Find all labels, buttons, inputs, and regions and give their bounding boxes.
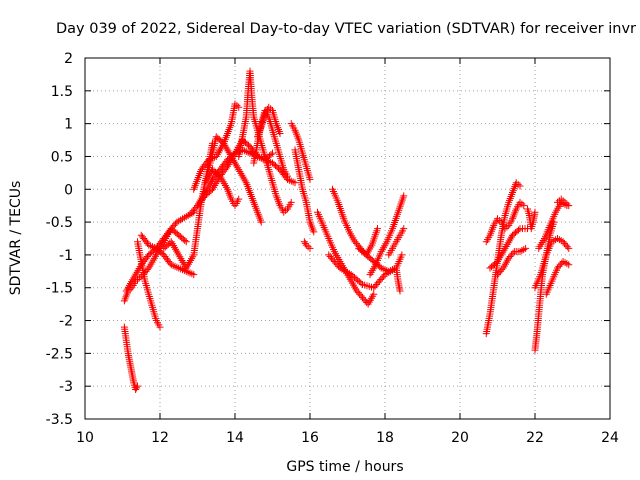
- y-tick-label: -1: [59, 248, 73, 264]
- data-point: [400, 225, 408, 233]
- y-axis-label: SDTVAR / TECUs: [8, 181, 24, 296]
- series-track-g: [190, 100, 243, 193]
- series-track-z: [482, 198, 528, 246]
- data-point: [284, 172, 291, 180]
- x-tick-label: 10: [76, 430, 94, 446]
- data-point: [133, 384, 141, 392]
- data-point: [370, 290, 378, 298]
- y-tick-labels: -3.5 -3 -2.5 -2 -1.5 -1 -0.5 0 0.5 1 1.5 2: [46, 51, 73, 428]
- y-tick-label: 2: [64, 51, 73, 67]
- series-track-d: [134, 238, 164, 331]
- chart-title: Day 039 of 2022, Sidereal Day-to-day VTE…: [56, 21, 636, 37]
- data-point: [498, 266, 506, 274]
- series-track-q: [300, 238, 314, 252]
- series-track-ag: [542, 257, 573, 298]
- data-point: [287, 198, 295, 206]
- data-point: [235, 103, 243, 111]
- data-point: [267, 150, 275, 158]
- series-track-b: [120, 208, 198, 305]
- data-point: [143, 266, 151, 274]
- data-point: [515, 226, 522, 234]
- data-point: [257, 218, 265, 226]
- y-tick-label: -3.5: [46, 412, 73, 428]
- y-tick-label: -2.5: [46, 346, 73, 362]
- y-tick-label: -3: [59, 379, 73, 395]
- data-point: [156, 323, 164, 331]
- data-point: [516, 182, 524, 190]
- data-point: [222, 164, 230, 172]
- data-point: [374, 225, 381, 233]
- data-point: [563, 200, 571, 208]
- data-point: [396, 287, 404, 295]
- data-point: [398, 251, 406, 259]
- data-point: [302, 241, 310, 249]
- data-point: [300, 238, 308, 246]
- data-point: [557, 195, 565, 203]
- data-point: [531, 208, 539, 216]
- data-point: [565, 244, 573, 252]
- data-point: [269, 149, 276, 157]
- x-tick-label: 12: [151, 430, 169, 446]
- data-point: [522, 244, 530, 252]
- series-track-w: [385, 225, 408, 259]
- data-point: [565, 261, 573, 269]
- y-tick-label: -0.5: [46, 215, 73, 231]
- data-point: [509, 249, 517, 257]
- series-track-ae: [531, 235, 573, 292]
- data-point: [181, 236, 189, 244]
- series-track-e: [137, 225, 190, 252]
- series-track-a: [120, 323, 141, 393]
- series-track-r: [314, 208, 378, 308]
- x-tick-label: 22: [526, 430, 544, 446]
- data-point: [400, 192, 408, 200]
- data-point: [190, 271, 198, 279]
- x-axis-label: GPS time / hours: [286, 459, 403, 475]
- data-point: [182, 238, 190, 246]
- series-track-o: [287, 120, 314, 183]
- series-track-p: [291, 146, 318, 236]
- series-track-n: [254, 103, 284, 141]
- data-point: [276, 129, 284, 137]
- data-point: [558, 259, 566, 267]
- series-track-aa: [486, 225, 531, 272]
- y-tick-label: 1: [64, 117, 73, 133]
- data-point: [563, 243, 571, 251]
- grid-lines: [85, 58, 610, 419]
- x-tick-label: 16: [301, 430, 319, 446]
- series-track-x: [392, 264, 404, 295]
- data-point: [235, 195, 243, 203]
- data-point: [287, 177, 295, 185]
- series-track-u: [366, 192, 408, 279]
- y-tick-label: 0: [64, 182, 73, 198]
- series-track-k: [205, 133, 265, 226]
- series-track-l: [235, 67, 295, 216]
- data-point: [306, 175, 314, 183]
- x-tick-label: 24: [601, 430, 619, 446]
- data-points: [120, 67, 573, 393]
- series-track-ab: [494, 244, 530, 279]
- data-point: [357, 279, 365, 287]
- data-point: [520, 202, 528, 210]
- data-point: [565, 202, 573, 210]
- data-point: [134, 382, 141, 390]
- series-track-m: [250, 107, 291, 180]
- y-tick-label: 1.5: [51, 84, 73, 100]
- x-tick-label: 18: [376, 430, 394, 446]
- series-track-j: [201, 166, 243, 210]
- x-tick-labels: 10 12 14 16 18 20 22 24: [76, 430, 619, 446]
- data-point: [291, 179, 299, 187]
- data-point: [306, 244, 314, 252]
- series-track-ah: [554, 195, 573, 210]
- y-tick-label: -2: [59, 314, 73, 330]
- series-track-ac: [524, 205, 539, 233]
- y-tick-label: 0.5: [51, 149, 73, 165]
- data-point: [310, 228, 318, 236]
- plot-frame: [84, 57, 611, 420]
- x-tick-label: 14: [226, 430, 244, 446]
- series-track-s: [329, 185, 381, 259]
- x-tick-label: 20: [451, 430, 469, 446]
- y-tick-label: -1.5: [46, 281, 73, 297]
